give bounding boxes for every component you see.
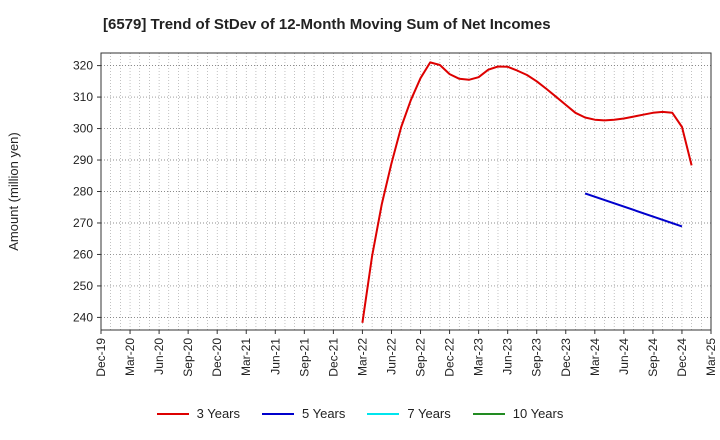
legend-label: 5 Years xyxy=(302,406,346,421)
x-tick-label: Dec-24 xyxy=(675,338,689,377)
x-tick-label: Sep-23 xyxy=(530,338,544,377)
x-tick-label: Jun-24 xyxy=(617,338,631,375)
x-tick-label: Sep-24 xyxy=(646,338,660,377)
legend-swatch xyxy=(367,412,400,415)
y-tick-label: 300 xyxy=(73,122,93,136)
x-tick-label: Dec-19 xyxy=(94,338,108,377)
x-axis: Dec-19 Mar-20 Jun-20 Sep-20 Dec-20 Mar-21 Jun-… xyxy=(94,330,718,377)
x-tick-label: Mar-21 xyxy=(239,338,253,376)
x-tick-label: Jun-23 xyxy=(501,338,515,375)
x-tick-label: Sep-21 xyxy=(297,338,311,377)
x-tick-label: Mar-23 xyxy=(472,338,486,376)
legend-label: 10 Years xyxy=(512,406,564,421)
x-tick-label: Mar-20 xyxy=(123,338,137,376)
x-tick-label: Jun-20 xyxy=(152,338,166,375)
chart-title: [6579] Trend of StDev of 12-Month Moving… xyxy=(103,16,551,33)
x-tick-label: Jun-21 xyxy=(268,338,282,375)
y-tick-label: 290 xyxy=(73,153,93,167)
y-tick-label: 270 xyxy=(73,216,93,230)
x-tick-label: Dec-21 xyxy=(326,338,340,377)
x-tick-label: Jun-22 xyxy=(384,338,398,375)
x-tick-label: Dec-22 xyxy=(443,338,457,377)
plot-frame xyxy=(100,52,712,331)
y-tick-label: 240 xyxy=(73,310,93,324)
legend-swatch xyxy=(262,412,294,415)
legend-item-7-years: 7 Years xyxy=(367,406,451,421)
x-tick-label: Mar-22 xyxy=(355,338,369,376)
x-tick-label: Dec-23 xyxy=(559,338,573,377)
series-line-3-years xyxy=(361,61,693,323)
x-tick-label: Sep-22 xyxy=(414,338,428,377)
x-tick-label: Mar-24 xyxy=(588,338,602,376)
series-line-5-years xyxy=(584,192,683,228)
legend-label: 3 Years xyxy=(196,406,240,421)
y-tick-label: 320 xyxy=(73,59,93,73)
legend: 3 Years 5 Years 7 Years 10 Years xyxy=(0,406,720,421)
y-tick-label: 310 xyxy=(73,90,93,104)
legend-swatch xyxy=(156,412,189,415)
legend-swatch xyxy=(472,412,505,415)
legend-item-10-years: 10 Years xyxy=(472,406,564,421)
x-tick-label: Mar-25 xyxy=(704,338,718,376)
legend-item-3-years: 3 Years xyxy=(156,406,240,421)
legend-item-5-years: 5 Years xyxy=(262,406,345,421)
y-axis: 240 250 260 270 280 290 300 310 320 xyxy=(73,59,101,324)
series-layer xyxy=(361,61,693,323)
x-tick-label: Sep-20 xyxy=(181,338,195,377)
y-tick-label: 260 xyxy=(73,247,93,261)
y-axis-label: Amount (million yen) xyxy=(6,132,21,251)
y-tick-label: 250 xyxy=(73,279,93,293)
legend-label: 7 Years xyxy=(407,406,451,421)
x-tick-label: Dec-20 xyxy=(210,338,224,377)
grid-layer xyxy=(101,53,711,330)
y-tick-label: 280 xyxy=(73,185,93,199)
